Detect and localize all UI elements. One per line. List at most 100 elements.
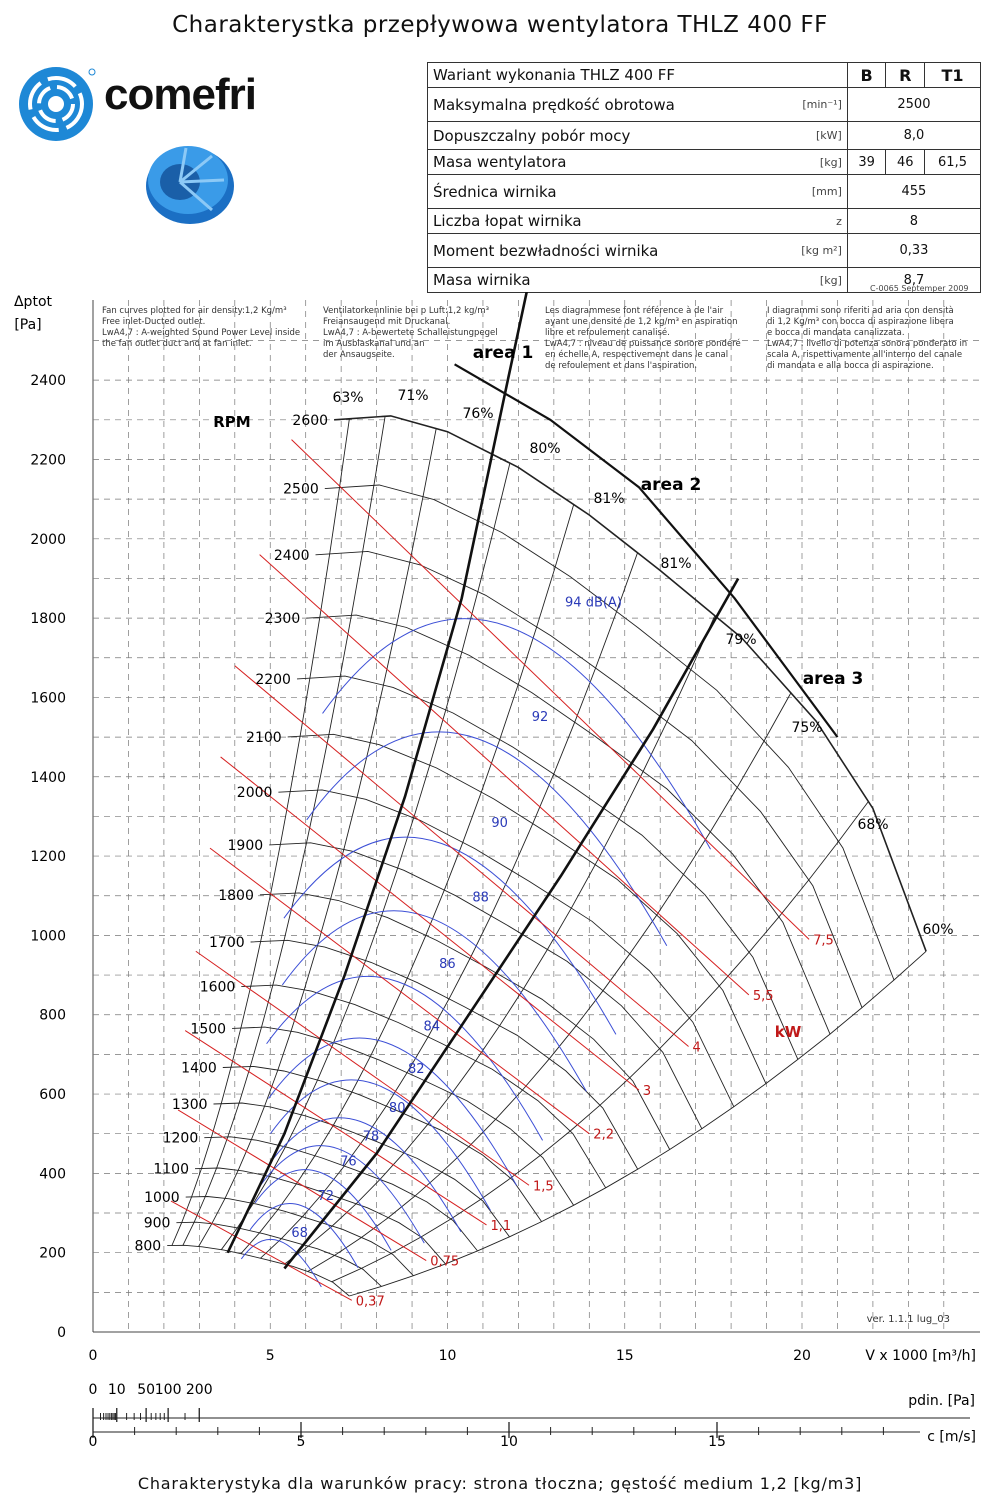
x-tick-label: 10 [439,1348,457,1364]
note-line: der Ansaugseite. [323,350,395,360]
fan-characteristic-chart: 0200400600800100012001400160018002000220… [14,292,980,1450]
y-tick-label: 1400 [30,770,66,786]
efficiency-ray [198,428,437,1247]
y-tick-label: 1000 [30,928,66,944]
efficiency-label: 81% [660,556,691,572]
y-tick-label: 1600 [30,690,66,706]
efficiency-ray [240,504,575,1254]
page-title: Charakterystka przepływowa wentylatora T… [172,12,828,38]
rpm-label: 1400 [181,1061,217,1077]
spec-row-value: 455 [846,174,982,209]
power-label: 2,2 [593,1128,614,1143]
sound-curve [254,1169,392,1251]
spec-row-unit: [kg] [780,149,848,175]
rpm-curve [213,1102,510,1238]
note-line: LwA4,7 : A-weighted Sound Power Level in… [102,328,300,338]
pdin-tick-label: 50 [137,1382,155,1398]
brand-logo: comefri [18,66,288,146]
note-line: Fan curves plotted for air density:1,2 K… [102,306,287,316]
rpm-label: 1200 [163,1131,199,1147]
spec-row-value: 8 [846,208,982,234]
spec-table: Wariant wykonania THLZ 400 FF B R T1 Maksyma… [426,62,982,293]
efficiency-label: 68% [857,817,888,833]
spec-row: Maksymalna prędkość obrotowa [min⁻¹] 2500 [426,87,982,122]
y-axis-unit: [Pa] [14,317,41,333]
sound-label: 80 [389,1101,406,1116]
sound-label: 72 [318,1189,335,1204]
sound-curve [240,1238,322,1288]
power-label: 5,5 [753,989,774,1004]
sound-curve [249,1203,359,1268]
spec-row-value: 8,0 [846,121,982,150]
area-boundary [283,577,740,1270]
footer-note: Charakterystyka dla warunków pracy: stro… [137,1474,863,1493]
note-line: e bocca di mandata canalizzata. [767,328,905,338]
efficiency-ray [307,692,792,1272]
rpm-curve [185,1196,414,1277]
note-line: ayant une densité de 1,2 kg/m³ en aspira… [545,316,737,327]
rpm-curve [232,1026,574,1206]
power-line [220,756,640,1091]
note-line: Les diagrammese font référence à de l'ai… [545,305,724,316]
power-line [259,554,750,996]
rpm-curve [306,614,831,1035]
power-line [177,1109,427,1262]
note-line: en échelle A, respectivement dans le can… [545,349,728,360]
power-line [195,950,530,1186]
y-tick-label: 2400 [30,373,66,389]
efficiency-ray [182,416,386,1246]
efficiency-label: 75% [791,720,822,736]
sound-label: 86 [439,957,456,972]
efficiency-label: 80% [529,441,560,457]
efficiency-label: 81% [593,491,624,507]
rpm-label: 2300 [265,611,301,627]
spec-row-unit: [kW] [780,121,848,150]
spec-row: Masa wirnika [kg] 8,7 [426,267,982,293]
pdin-tick-label: 200 [186,1382,213,1398]
rpm-label: 2500 [283,482,319,498]
rpm-title: RPM [213,413,250,431]
rpm-label: 2000 [237,785,273,801]
note-line: libre et refoulement canalisé. [545,327,670,338]
power-label: 0,37 [356,1294,385,1309]
sound-curve [270,1079,491,1211]
sound-label: 94 dB(A) [565,596,622,611]
sound-curve [283,836,617,1035]
c-tick-label: 0 [89,1434,98,1450]
rpm-label: 1000 [144,1190,180,1206]
fan-wheel-icon [146,146,234,224]
efficiency-label: 63% [332,390,363,406]
rpm-curve [204,1136,478,1252]
sound-label: 82 [408,1062,425,1077]
rpm-curve [167,1244,350,1297]
spec-row: Moment bezwładności wirnika [kg m²] 0,33 [426,233,982,268]
sound-curve [322,618,711,850]
pdin-tick-label: 10 [108,1382,126,1398]
note-line: Free inlet-Ducted outlet. [102,317,205,327]
comefri-swirl-logo-icon [19,67,96,141]
rpm-curve [194,1167,446,1265]
y-axis-label: Δptot [14,294,53,310]
power-title: kW [775,1023,802,1041]
spec-row-label: Dopuszczalny pobór mocy [426,121,781,150]
c-tick-label: 15 [708,1434,726,1450]
spec-row-label: Moment bezwładności wirnika [426,233,781,268]
spec-row: Średnica wirnika [mm] 455 [426,174,982,209]
spec-header-label: Wariant wykonania THLZ 400 FF [427,62,848,88]
spec-row-label: Masa wentylatora [426,149,781,175]
rpm-curve [176,1221,382,1287]
spec-header-row: Wariant wykonania THLZ 400 FF B R T1 [427,62,981,88]
power-label: 7,5 [813,933,834,948]
spec-row-value: 46 [885,149,926,175]
spec-col-header: T1 [924,62,981,88]
rpm-curve [269,842,703,1129]
spec-row-unit: [min⁻¹] [780,87,848,122]
spec-row-unit: [kg] [780,267,848,293]
sound-label: 88 [472,890,489,905]
note-line: Ventilatorkennlinie bei p Luft:1,2 kg/m³ [323,306,489,316]
efficiency-label: 60% [922,922,953,938]
spec-row-unit: [kg m²] [780,233,848,268]
power-label: 4 [693,1040,701,1055]
c-tick-label: 10 [500,1434,518,1450]
sound-label: 84 [424,1019,441,1034]
